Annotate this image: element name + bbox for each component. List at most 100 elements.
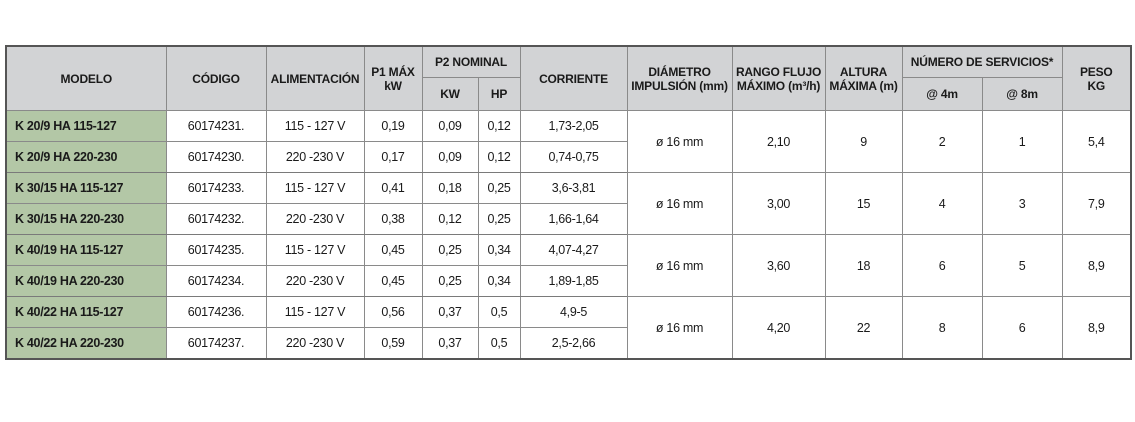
cell-peso: 8,9: [1061, 296, 1132, 360]
cell-peso: 7,9: [1061, 172, 1132, 235]
cell-peso: 5,4: [1061, 110, 1132, 173]
cell-altura: 9: [824, 110, 903, 173]
cell-p2-hp: 0,12: [477, 110, 521, 142]
cell-corriente: 3,6-3,81: [519, 172, 628, 204]
cell-codigo: 60174232.: [165, 203, 267, 235]
cell-p2-kw: 0,09: [421, 110, 479, 142]
cell-serv-8m: 6: [981, 296, 1063, 360]
header-peso-line2: KG: [1087, 78, 1106, 93]
cell-codigo: 60174233.: [165, 172, 267, 204]
cell-rango: 3,60: [731, 234, 826, 297]
cell-p2-hp: 0,5: [477, 296, 521, 328]
header-serv-4m: @ 4m: [901, 77, 983, 111]
table-row: K 40/22 HA 220-230 60174237. 220 -230 V …: [5, 327, 1131, 360]
header-p2-nominal: P2 NOMINAL: [421, 45, 521, 78]
cell-codigo: 60174237.: [165, 327, 267, 360]
cell-p2-kw: 0,25: [421, 234, 479, 266]
cell-alimentacion: 220 -230 V: [265, 141, 365, 173]
cell-p2-hp: 0,34: [477, 265, 521, 297]
header-row-2: KW HP @ 4m @ 8m: [6, 77, 1131, 111]
header-diametro-line1: DIÁMETRO: [648, 64, 711, 79]
cell-p2-hp: 0,25: [477, 172, 521, 204]
cell-corriente: 1,73-2,05: [519, 110, 628, 142]
cell-alimentacion: 220 -230 V: [265, 327, 365, 360]
cell-codigo: 60174231.: [165, 110, 267, 142]
header-modelo: MODELO: [5, 45, 167, 111]
cell-p2-hp: 0,25: [477, 203, 521, 235]
cell-modelo: K 20/9 HA 115-127: [5, 110, 167, 142]
table-row: K 40/19 HA 115-127 60174235. 115 - 127 V…: [5, 234, 1132, 297]
cell-altura: 18: [824, 234, 903, 297]
cell-codigo: 60174235.: [165, 234, 267, 266]
cell-altura: 15: [824, 172, 903, 235]
cell-p2-hp: 0,34: [477, 234, 521, 266]
cell-alimentacion: 115 - 127 V: [265, 234, 365, 266]
cell-corriente: 4,9-5: [519, 296, 628, 328]
cell-p2-kw: 0,18: [421, 172, 479, 204]
cell-p1: 0,45: [363, 265, 423, 297]
cell-p2-kw: 0,12: [421, 203, 479, 235]
cell-serv-4m: 4: [901, 172, 983, 235]
cell-corriente: 2,5-2,66: [519, 327, 628, 360]
spec-table-container: MODELO CÓDIGO ALIMENTACIÓN P1 MÁX kW P2 …: [5, 45, 1133, 360]
header-serv-8m: @ 8m: [981, 77, 1063, 111]
cell-p1: 0,17: [363, 141, 423, 173]
cell-modelo: K 40/22 HA 115-127: [5, 296, 167, 328]
cell-alimentacion: 115 - 127 V: [265, 172, 365, 204]
header-altura-line2: MÁXIMA (m): [829, 78, 898, 93]
header-p1-line2: kW: [384, 78, 402, 93]
cell-altura: 22: [824, 296, 903, 360]
cell-p1: 0,41: [363, 172, 423, 204]
header-peso-line1: PESO: [1080, 64, 1113, 79]
pump-spec-table: MODELO CÓDIGO ALIMENTACIÓN P1 MÁX kW P2 …: [5, 45, 1133, 360]
header-p2-kw: KW: [421, 77, 479, 111]
cell-rango: 4,20: [731, 296, 826, 360]
header-p2-hp: HP: [477, 77, 521, 111]
table-row: K 40/19 HA 220-230 60174234. 220 -230 V …: [5, 265, 1131, 297]
cell-p2-kw: 0,25: [421, 265, 479, 297]
cell-rango: 3,00: [731, 172, 826, 235]
cell-modelo: K 30/15 HA 115-127: [5, 172, 167, 204]
table-row: K 30/15 HA 220-230 60174232. 220 -230 V …: [5, 203, 1131, 235]
cell-serv-4m: 2: [901, 110, 983, 173]
cell-rango: 2,10: [731, 110, 826, 173]
cell-p2-kw: 0,37: [421, 327, 479, 360]
cell-alimentacion: 220 -230 V: [265, 203, 365, 235]
cell-p2-kw: 0,37: [421, 296, 479, 328]
cell-diametro: ø 16 mm: [626, 172, 733, 235]
cell-serv-8m: 5: [981, 234, 1063, 297]
cell-alimentacion: 220 -230 V: [265, 265, 365, 297]
header-peso: PESO KG: [1061, 45, 1132, 111]
cell-p1: 0,56: [363, 296, 423, 328]
cell-alimentacion: 115 - 127 V: [265, 110, 365, 142]
cell-modelo: K 40/22 HA 220-230: [5, 327, 167, 360]
header-altura-line1: ALTURA: [839, 64, 888, 79]
cell-p2-hp: 0,12: [477, 141, 521, 173]
cell-p1: 0,19: [363, 110, 423, 142]
cell-p2-kw: 0,09: [421, 141, 479, 173]
cell-serv-4m: 8: [901, 296, 983, 360]
table-row: K 30/15 HA 115-127 60174233. 115 - 127 V…: [5, 172, 1132, 235]
cell-serv-4m: 6: [901, 234, 983, 297]
cell-corriente: 1,89-1,85: [519, 265, 628, 297]
header-rango-flujo: RANGO FLUJO MÁXIMO (m³/h): [731, 45, 826, 111]
table-row: K 20/9 HA 220-230 60174230. 220 -230 V 0…: [5, 141, 1131, 173]
cell-p2-hp: 0,5: [477, 327, 521, 360]
header-corriente: CORRIENTE: [519, 45, 628, 111]
header-alimentacion: ALIMENTACIÓN: [265, 45, 365, 111]
cell-serv-8m: 3: [981, 172, 1063, 235]
header-p1-line1: P1 MÁX: [371, 64, 415, 79]
header-codigo: CÓDIGO: [165, 45, 267, 111]
cell-corriente: 0,74-0,75: [519, 141, 628, 173]
cell-diametro: ø 16 mm: [626, 296, 733, 360]
cell-diametro: ø 16 mm: [626, 110, 733, 173]
cell-codigo: 60174236.: [165, 296, 267, 328]
cell-p1: 0,38: [363, 203, 423, 235]
cell-corriente: 4,07-4,27: [519, 234, 628, 266]
header-diametro-line2: IMPULSIÓN (mm): [631, 78, 728, 93]
cell-modelo: K 20/9 HA 220-230: [5, 141, 167, 173]
table-row: K 40/22 HA 115-127 60174236. 115 - 127 V…: [5, 296, 1132, 360]
header-altura: ALTURA MÁXIMA (m): [824, 45, 903, 111]
cell-modelo: K 30/15 HA 220-230: [5, 203, 167, 235]
cell-modelo: K 40/19 HA 220-230: [5, 265, 167, 297]
